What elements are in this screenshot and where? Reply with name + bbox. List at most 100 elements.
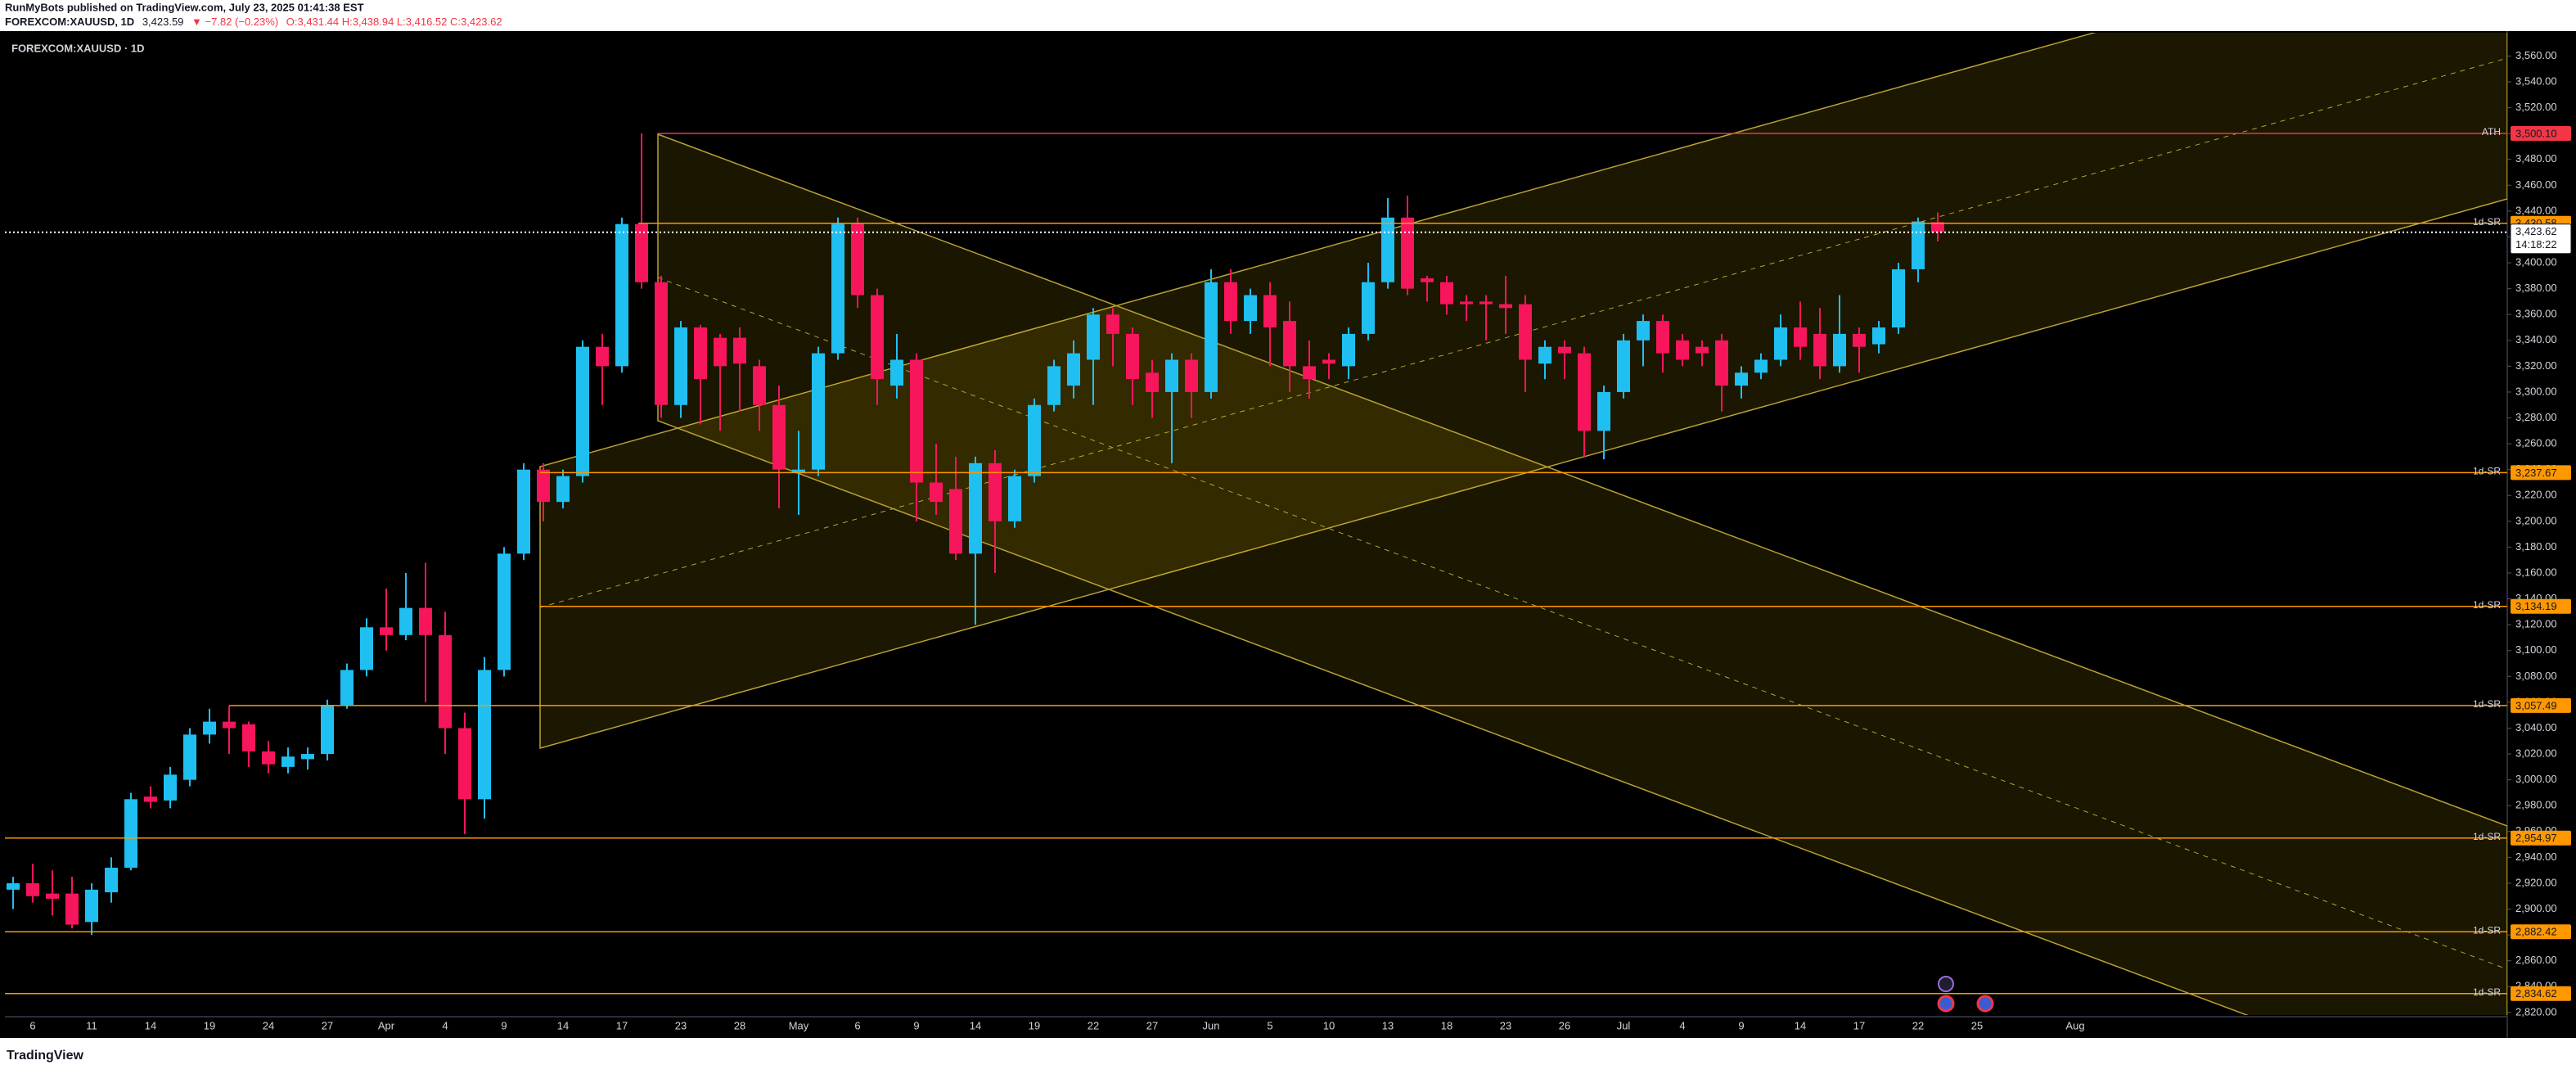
candle-body [1028,404,1041,476]
last-price-tag [2510,223,2572,255]
candle-body [458,728,471,800]
candle-body [930,482,943,503]
candle-body [949,489,962,554]
candle-body [262,751,275,765]
level-name: 1d-SR [2473,466,2501,477]
x-tick-label: 19 [204,1019,215,1031]
y-tick-label: 3,280.00 [2515,411,2557,423]
candle-body [1479,301,1493,305]
candle-body [498,553,511,670]
candle-body [1597,391,1610,431]
ohlc: O:3,431.44 H:3,438.94 L:3,416.52 C:3,423… [286,16,502,28]
y-tick-label: 3,380.00 [2515,282,2557,294]
candle-body [871,295,884,380]
candle-body [1774,327,1787,360]
candle-body [1637,321,1650,341]
candle-body [890,359,903,386]
candle-body [1833,333,1846,367]
candle-body [1342,333,1355,367]
candle-body [753,366,766,405]
candle-body [242,724,255,751]
y-tick-label: 3,300.00 [2515,385,2557,397]
y-tick-label: 3,540.00 [2515,74,2557,87]
candle-body [1558,346,1571,354]
publisher: RunMyBots published on TradingView.com, … [5,1,364,13]
candle-body [1244,295,1257,322]
x-tick-label: 22 [1912,1019,1924,1031]
countdown: 14:18:22 [2515,238,2557,250]
candle-body [851,223,864,296]
candle-body [1401,217,1414,289]
candle-body [1165,359,1178,392]
y-tick-label: 3,160.00 [2515,566,2557,578]
candle-body [733,337,746,364]
level-name: 1d-SR [2473,599,2501,611]
x-tick-label: 19 [1029,1019,1040,1031]
candle-body [1008,476,1021,521]
level-tag [2511,986,2571,1001]
candle-body [1538,346,1551,364]
candle-body [1381,217,1394,282]
candle-body [517,469,530,554]
y-tick-label: 2,860.00 [2515,954,2557,966]
x-tick-label: Jun [1203,1019,1220,1031]
x-tick-label: 24 [263,1019,274,1031]
y-tick-label: 3,520.00 [2515,101,2557,113]
candle-body [26,882,39,896]
x-tick-label: 13 [1382,1019,1394,1031]
candle-body [85,889,98,923]
candle-body [1362,282,1375,334]
candle-body [380,627,393,635]
level-name: 1d-SR [2473,216,2501,228]
channel-midline [539,57,2507,608]
level-value: 2,834.62 [2515,987,2557,1000]
y-tick-label: 3,200.00 [2515,514,2557,526]
y-tick-label: 3,340.00 [2515,333,2557,345]
candle-body [1440,282,1453,305]
marks [7,133,1944,936]
candle-body [556,476,570,503]
level-value: 2,882.42 [2515,926,2557,938]
level-tag [2511,465,2571,481]
candle-body [812,353,825,470]
x-tick-label: 14 [557,1019,569,1031]
candle-body [203,721,216,735]
last: 3,423.59 [142,16,184,28]
x-tick-label: 9 [913,1019,919,1031]
last-price-value: 3,423.62 [2515,225,2557,237]
x-tick-label: 25 [1971,1019,1983,1031]
level-name: 1d-SR [2473,986,2501,998]
x-tick-label: 9 [1738,1019,1744,1031]
y-tick-label: 3,180.00 [2515,540,2557,553]
y-tick-label: 3,040.00 [2515,721,2557,733]
candle-body [772,404,786,470]
x-tick-label: 28 [734,1019,745,1031]
candle-body [1754,359,1768,373]
level-name: 1d-SR [2473,831,2501,842]
x-tick-label: 18 [1441,1019,1452,1031]
x-tick-label: 10 [1323,1019,1335,1031]
candle-body [655,282,668,405]
level-value: 3,500.10 [2515,127,2557,139]
candle-body [1205,282,1218,392]
x-tick-label: 23 [675,1019,687,1031]
level-name: 1d-SR [2473,924,2501,936]
candle-body [1872,327,1885,345]
candle-body [969,463,982,554]
candle-body [694,327,707,380]
candle-body [1283,321,1296,367]
x-tick-label: 27 [322,1019,333,1031]
y-tick-label: 3,360.00 [2515,308,2557,320]
x-tick-label: May [789,1019,809,1031]
y-tick-label: 2,820.00 [2515,1005,2557,1018]
candle-body [1047,366,1061,405]
candle-body [301,754,314,760]
x-tick-label: 6 [29,1019,35,1031]
candle-body [1224,282,1237,322]
candle-body [674,327,687,405]
y-tick-label: 3,260.00 [2515,437,2557,449]
candle-body [1813,333,1826,367]
y-tick-label: 3,440.00 [2515,204,2557,216]
